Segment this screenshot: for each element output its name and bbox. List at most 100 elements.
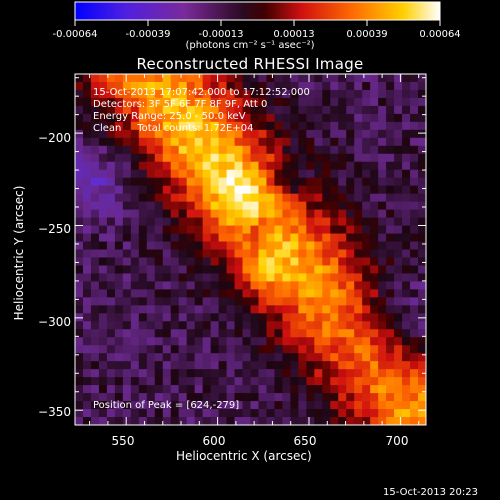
heatmap-cell — [138, 113, 148, 123]
heatmap-cell — [226, 241, 236, 251]
heatmap-cell — [250, 257, 260, 267]
heatmap-cell — [82, 417, 92, 425]
heatmap-cell — [122, 401, 132, 410]
heatmap-cell — [186, 145, 196, 155]
heatmap-cell — [394, 201, 403, 211]
heatmap-cell — [194, 321, 204, 330]
heatmap-cell — [394, 89, 403, 99]
heatmap-cell — [266, 233, 276, 243]
heatmap-cell — [82, 185, 92, 195]
heatmap-cell — [146, 97, 156, 107]
heatmap-cell — [290, 329, 299, 338]
heatmap-cell — [314, 337, 323, 346]
heatmap-cell — [402, 377, 411, 386]
heatmap-cell — [226, 329, 236, 338]
heatmap-cell — [386, 257, 395, 267]
heatmap-cell — [242, 241, 252, 251]
heatmap-cell — [290, 289, 299, 298]
heatmap-cell — [362, 121, 371, 131]
heatmap-cell — [202, 409, 212, 418]
heatmap-cell — [146, 377, 156, 386]
heatmap-cell — [402, 329, 411, 338]
heatmap-cell — [258, 225, 268, 235]
heatmap-cell — [186, 233, 196, 243]
heatmap-cell — [362, 74, 371, 83]
heatmap-cell — [178, 161, 188, 171]
heatmap-cell — [306, 81, 315, 91]
heatmap-cell — [354, 329, 363, 338]
heatmap-cell — [394, 137, 403, 147]
heatmap-cell — [170, 257, 180, 267]
heatmap-cell — [194, 265, 204, 275]
heatmap-cell — [282, 201, 291, 211]
heatmap-cell — [322, 193, 331, 203]
heatmap-cell — [410, 257, 419, 267]
heatmap-cell — [242, 129, 252, 139]
heatmap-cell — [274, 321, 284, 330]
heatmap-cell — [82, 153, 92, 163]
heatmap-cell — [202, 401, 212, 410]
heatmap-cell — [210, 153, 220, 163]
heatmap-cell — [162, 105, 172, 115]
heatmap-cell — [202, 385, 212, 394]
heatmap-cell — [266, 409, 276, 418]
heatmap-cell — [114, 313, 124, 322]
heatmap-cell — [258, 321, 268, 330]
heatmap-cell — [306, 121, 315, 131]
heatmap-cell — [186, 89, 196, 99]
heatmap-cell — [154, 297, 164, 306]
heatmap-cell — [194, 137, 204, 147]
heatmap-cell — [186, 417, 196, 425]
heatmap-cell — [130, 393, 140, 402]
heatmap-cell — [322, 129, 331, 139]
heatmap-cell — [258, 209, 268, 219]
heatmap-cell — [354, 161, 363, 171]
heatmap-cell — [338, 161, 347, 171]
heatmap-cell — [322, 377, 331, 386]
heatmap-cell — [226, 385, 236, 394]
heatmap-cell — [226, 409, 236, 418]
heatmap-cell — [75, 161, 84, 171]
heatmap-cell — [250, 89, 260, 99]
heatmap-cell — [346, 145, 355, 155]
heatmap-cell — [210, 345, 220, 354]
heatmap-cell — [138, 369, 148, 378]
heatmap-cell — [186, 329, 196, 338]
heatmap-cell — [346, 289, 355, 298]
heatmap-cell — [146, 225, 156, 235]
heatmap-cell — [154, 393, 164, 402]
heatmap-cell — [386, 249, 395, 259]
heatmap-cell — [354, 177, 363, 187]
heatmap-cell — [386, 417, 395, 425]
heatmap-cell — [402, 193, 411, 203]
heatmap-cell — [242, 233, 252, 243]
heatmap-cell — [162, 337, 172, 346]
heatmap-cell — [258, 161, 268, 171]
heatmap-cell — [75, 289, 84, 298]
heatmap-cell — [354, 169, 363, 179]
heatmap-cell — [250, 305, 260, 314]
heatmap-cell — [330, 265, 339, 275]
heatmap-cell — [82, 337, 92, 346]
heatmap-cell — [282, 257, 291, 267]
heatmap-cell — [98, 97, 108, 107]
heatmap-cell — [394, 74, 403, 83]
heatmap-cell — [314, 233, 323, 243]
heatmap-cell — [218, 377, 228, 386]
heatmap-cell — [146, 121, 156, 131]
heatmap-cell — [330, 289, 339, 298]
heatmap-cell — [346, 225, 355, 235]
heatmap-cell — [146, 201, 156, 211]
heatmap-cell — [402, 337, 411, 346]
heatmap-cell — [386, 241, 395, 251]
heatmap-cell — [178, 201, 188, 211]
heatmap-cell — [290, 337, 299, 346]
heatmap-cell — [82, 249, 92, 259]
heatmap-cell — [202, 353, 212, 362]
heatmap-cell — [370, 289, 379, 298]
heatmap-cell — [362, 321, 371, 330]
y-tick-label: −350 — [38, 405, 71, 419]
heatmap-cell — [330, 249, 339, 259]
heatmap-cell — [210, 169, 220, 179]
heatmap-cell — [178, 74, 188, 83]
